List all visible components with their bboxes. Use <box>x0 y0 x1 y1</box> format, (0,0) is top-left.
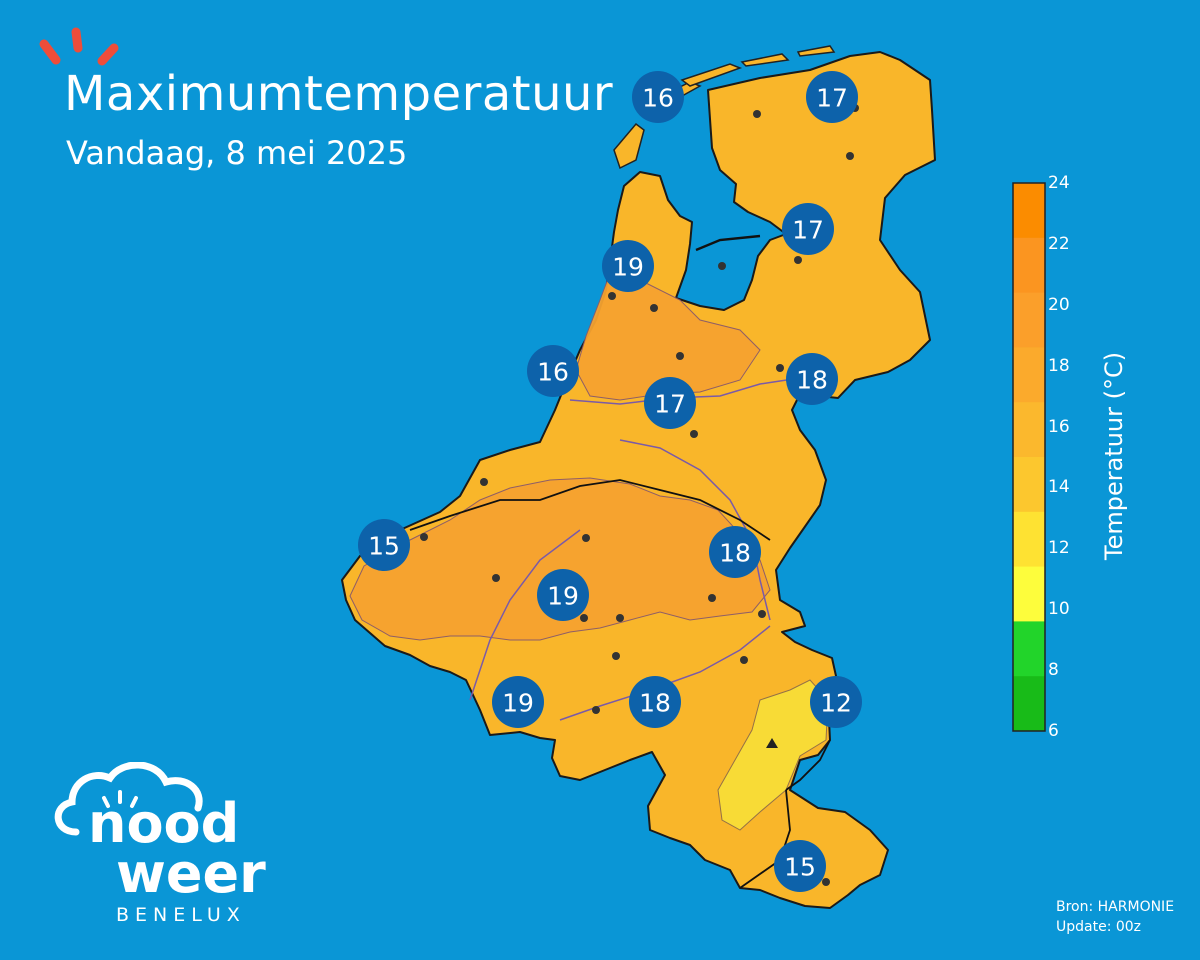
wadden-island-texel <box>613 122 645 170</box>
temperature-marker: 19 <box>537 569 589 621</box>
temperature-marker-circle <box>644 377 696 429</box>
temperature-marker: 15 <box>774 840 826 892</box>
border-nl-be <box>409 479 771 541</box>
temperature-marker-value: 16 <box>642 84 674 113</box>
mountain-peak-icon <box>766 738 778 748</box>
colorbar-tick-label: 22 <box>1048 233 1070 254</box>
wadden-island-schiermonnikoog <box>796 45 836 57</box>
map-title: Maximumtemperatuur <box>64 66 614 122</box>
sun-rays-icon <box>39 27 119 66</box>
wadden-island-terschelling <box>680 63 743 87</box>
temperature-marker-circle <box>782 203 834 255</box>
noodweer-logo: nood weer <box>54 762 266 902</box>
temperature-marker-circle <box>537 569 589 621</box>
map-subtitle: Vandaag, 8 mei 2025 <box>66 134 408 172</box>
river-schelde <box>469 529 581 701</box>
temperature-marker: 12 <box>810 676 862 728</box>
temperature-colorbar <box>1012 182 1046 732</box>
colorbar-tick-label: 16 <box>1048 416 1070 437</box>
temperature-marker-circle <box>602 240 654 292</box>
temperature-marker-circle <box>774 840 826 892</box>
colorbar-tick-label: 14 <box>1048 477 1070 498</box>
colorbar-tick-label: 8 <box>1048 660 1059 681</box>
colorbar-band <box>1013 292 1045 348</box>
temperature-marker-circle <box>629 676 681 728</box>
cloud-icon <box>54 762 203 836</box>
temperature-marker: 16 <box>527 345 579 397</box>
data-source: Bron: HARMONIE Update: 00z <box>1056 897 1174 937</box>
temperature-marker-circle <box>492 676 544 728</box>
temperature-marker-value: 19 <box>612 253 644 282</box>
temperature-marker-value: 15 <box>368 532 400 561</box>
temperature-marker-circle <box>527 345 579 397</box>
colorbar-band <box>1013 511 1045 568</box>
river-maas <box>619 439 771 621</box>
warm-zone <box>349 477 771 641</box>
temperature-marker-circle <box>786 353 838 405</box>
temperature-marker-value: 12 <box>820 689 852 718</box>
logo-sun-icon <box>102 790 138 808</box>
temperature-marker-circle <box>810 676 862 728</box>
colorbar-tick-label: 10 <box>1048 599 1070 620</box>
colorbar-band <box>1013 402 1045 458</box>
temperature-marker-value: 17 <box>792 216 824 245</box>
temperature-marker-circle <box>806 71 858 123</box>
temperature-marker-value: 17 <box>816 84 848 113</box>
colorbar-band <box>1013 621 1045 677</box>
colorbar-tick-label: 24 <box>1048 173 1070 193</box>
temperature-marker: 17 <box>644 377 696 429</box>
cool-zone <box>717 679 829 831</box>
colorbar-tick-label: 18 <box>1048 355 1070 376</box>
temperature-marker: 19 <box>492 676 544 728</box>
temperature-marker: 18 <box>709 526 761 578</box>
temperature-marker: 17 <box>806 71 858 123</box>
colorbar-band <box>1013 566 1045 622</box>
temperature-marker-value: 19 <box>547 582 579 611</box>
border-be-lu <box>785 739 831 791</box>
temperature-marker-value: 15 <box>784 853 816 882</box>
colorbar-tick-label: 20 <box>1048 294 1070 315</box>
source-update: Update: 00z <box>1056 919 1142 935</box>
colorbar-band <box>1013 457 1045 513</box>
temperature-marker-circle <box>709 526 761 578</box>
temperature-marker: 16 <box>632 71 684 123</box>
temperature-marker: 18 <box>786 353 838 405</box>
temperature-marker: 17 <box>782 203 834 255</box>
temperature-marker-value: 18 <box>796 366 828 395</box>
colorbar-tick-label: 6 <box>1048 721 1059 741</box>
temperature-marker-value: 18 <box>719 539 751 568</box>
colorbar-band <box>1013 183 1045 239</box>
colorbar-tick-label: 12 <box>1048 538 1070 559</box>
source-model: Bron: HARMONIE <box>1056 899 1175 915</box>
temperature-marker: 18 <box>629 676 681 728</box>
temperature-marker-value: 18 <box>639 689 671 718</box>
colorbar-band <box>1013 676 1045 732</box>
temperature-marker-circle <box>632 71 684 123</box>
colorbar-title: Temperatuur (°C) <box>1100 351 1128 560</box>
land-mass <box>341 51 936 909</box>
temperature-marker: 15 <box>358 519 410 571</box>
border-afsluitdijk <box>695 234 761 252</box>
logo-word-nood: nood <box>88 792 239 855</box>
temperature-marker-circle <box>358 519 410 571</box>
logo-subtitle: BENELUX <box>116 904 246 926</box>
temperature-markers: 16 17 17 19 16 17 18 15 18 19 19 18 12 15 <box>358 71 862 892</box>
logo-word-weer: weer <box>116 842 266 902</box>
temperature-marker: 19 <box>602 240 654 292</box>
temperature-marker-value: 17 <box>654 390 686 419</box>
colorbar-band <box>1013 237 1045 294</box>
colorbar-band <box>1013 347 1045 403</box>
temperature-marker-value: 19 <box>502 689 534 718</box>
temperature-marker-value: 16 <box>537 358 569 387</box>
wadden-island-ameland <box>740 53 790 67</box>
